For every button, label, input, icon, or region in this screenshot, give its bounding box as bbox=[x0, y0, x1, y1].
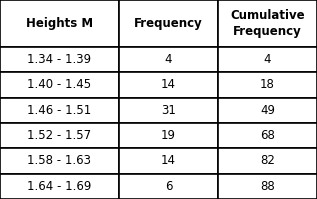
Bar bbox=[218, 98, 317, 123]
Text: 6: 6 bbox=[165, 180, 172, 193]
Bar bbox=[218, 123, 317, 148]
Text: 1.64 - 1.69: 1.64 - 1.69 bbox=[27, 180, 92, 193]
Bar bbox=[218, 47, 317, 72]
Bar bbox=[119, 123, 218, 148]
Text: 31: 31 bbox=[161, 104, 176, 117]
Bar bbox=[0, 148, 119, 174]
Bar bbox=[119, 174, 218, 199]
Text: 68: 68 bbox=[260, 129, 275, 142]
Bar bbox=[119, 98, 218, 123]
Text: 1.40 - 1.45: 1.40 - 1.45 bbox=[27, 78, 92, 91]
Text: 1.52 - 1.57: 1.52 - 1.57 bbox=[27, 129, 92, 142]
Text: 14: 14 bbox=[161, 154, 176, 167]
Text: 4: 4 bbox=[165, 53, 172, 66]
Text: 49: 49 bbox=[260, 104, 275, 117]
Text: 4: 4 bbox=[264, 53, 271, 66]
Bar bbox=[119, 0, 218, 47]
Bar bbox=[0, 0, 119, 47]
Text: 18: 18 bbox=[260, 78, 275, 91]
Bar bbox=[119, 47, 218, 72]
Bar bbox=[0, 174, 119, 199]
Bar bbox=[218, 174, 317, 199]
Text: Heights M: Heights M bbox=[26, 17, 93, 30]
Bar bbox=[119, 148, 218, 174]
Text: 1.58 - 1.63: 1.58 - 1.63 bbox=[28, 154, 91, 167]
Bar bbox=[0, 98, 119, 123]
Bar bbox=[0, 123, 119, 148]
Bar bbox=[0, 72, 119, 98]
Text: 82: 82 bbox=[260, 154, 275, 167]
Text: 1.34 - 1.39: 1.34 - 1.39 bbox=[27, 53, 92, 66]
Text: 1.46 - 1.51: 1.46 - 1.51 bbox=[27, 104, 92, 117]
Bar bbox=[218, 0, 317, 47]
Text: 19: 19 bbox=[161, 129, 176, 142]
Bar bbox=[218, 148, 317, 174]
Text: 88: 88 bbox=[260, 180, 275, 193]
Bar bbox=[119, 72, 218, 98]
Text: Cumulative
Frequency: Cumulative Frequency bbox=[230, 9, 305, 38]
Text: Frequency: Frequency bbox=[134, 17, 203, 30]
Text: 14: 14 bbox=[161, 78, 176, 91]
Bar bbox=[218, 72, 317, 98]
Bar bbox=[0, 47, 119, 72]
